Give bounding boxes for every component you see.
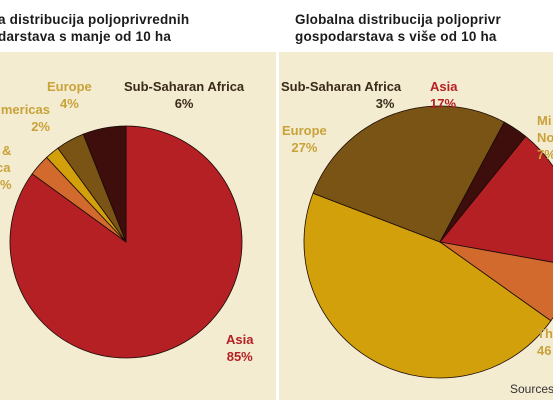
chart-title-left: a distribucija poljoprivrednih darstava … xyxy=(0,11,189,45)
label-americas-left: mericas 2% xyxy=(0,101,50,135)
label-ssa-right-name: Sub-Saharan Africa xyxy=(281,79,402,94)
label-th-right-value: 46 xyxy=(537,343,552,358)
label-mi-right-value: 7% xyxy=(537,147,553,162)
label-ssa-right: Sub-Saharan Africa 3% xyxy=(281,78,401,112)
label-asia-right: Asia 17% xyxy=(430,78,457,112)
label-ssa-left: Sub-Saharan Africa 6% xyxy=(124,78,244,112)
label-asia-left-value: 85% xyxy=(226,349,253,364)
left-slice-sub-saharan-africa xyxy=(82,125,127,243)
label-ssa-right-value: 3% xyxy=(375,96,395,111)
right-slice-th xyxy=(303,192,552,379)
right-slice-europe xyxy=(312,105,505,243)
label-th-right-name: Th xyxy=(537,326,553,341)
chart-title-right: Globalna distribucija poljoprivr gospoda… xyxy=(295,11,501,45)
chart-title-right-line2: gospodarstava s više od 10 ha xyxy=(295,29,497,44)
label-europe-right: Europe 27% xyxy=(282,122,327,156)
label-th-right: Th 46 xyxy=(537,325,553,359)
right-chart-panel: Sub-Saharan Africa 3% Asia 17% Europe 27… xyxy=(279,52,553,400)
label-asia-right-value: 17% xyxy=(430,96,457,111)
label-asia-left-name: Asia xyxy=(226,332,254,347)
label-americas-left-value: 2% xyxy=(31,119,50,134)
chart-title-left-line2: darstava s manje od 10 ha xyxy=(0,29,172,44)
chart-title-left-line1: a distribucija poljoprivrednih xyxy=(0,12,190,27)
label-africa-left-name: ca xyxy=(0,160,11,175)
right-slice-sub-saharan-africa xyxy=(439,121,527,243)
source-note: Sources xyxy=(509,382,553,396)
label-mi-right-line2: No xyxy=(537,130,553,145)
label-africa-left-amp: & xyxy=(2,143,12,158)
label-mi-right: Mi No 7% xyxy=(537,112,553,163)
label-africa-left-value: % xyxy=(0,177,12,192)
label-ssa-left-value: 6% xyxy=(174,96,194,111)
label-europe-right-value: 27% xyxy=(291,140,318,155)
label-europe-left: Europe 4% xyxy=(47,78,92,112)
label-europe-left-value: 4% xyxy=(60,96,79,111)
label-ssa-left-name: Sub-Saharan Africa xyxy=(124,79,245,94)
label-asia-left: Asia 85% xyxy=(226,331,253,365)
left-chart-panel: Europe 4% Sub-Saharan Africa 6% mericas … xyxy=(0,52,276,400)
label-mi-right-line1: Mi xyxy=(537,113,552,128)
panel-divider xyxy=(276,52,279,400)
label-africa-left: & ca % xyxy=(0,142,12,193)
label-europe-right-name: Europe xyxy=(282,123,327,138)
chart-title-right-line1: Globalna distribucija poljoprivr xyxy=(295,12,501,27)
right-slice-asia xyxy=(439,135,553,263)
right-pie-chart xyxy=(303,105,553,379)
label-europe-left-name: Europe xyxy=(47,79,92,94)
label-americas-left-name: mericas xyxy=(0,102,50,117)
left-pie-chart xyxy=(9,125,243,359)
label-asia-right-name: Asia xyxy=(430,79,458,94)
